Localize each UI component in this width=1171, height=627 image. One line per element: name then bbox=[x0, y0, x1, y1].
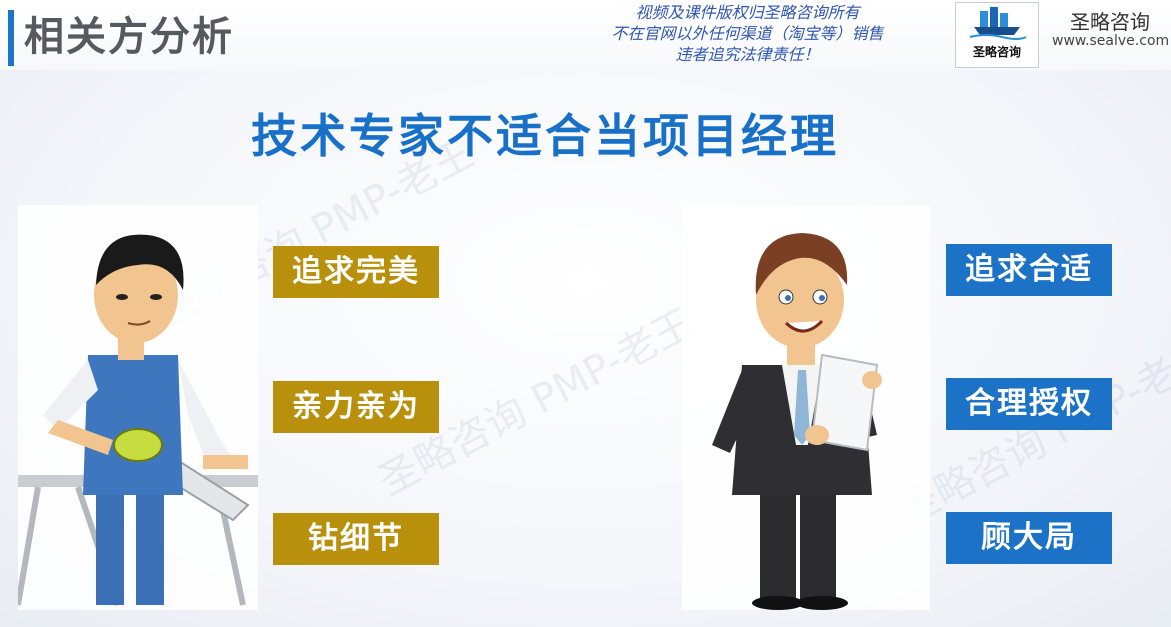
businessman-figure-icon bbox=[712, 233, 882, 610]
copyright-line-3: 违者追究法律责任！ bbox=[675, 45, 820, 64]
tag-pursue-perfection: 追求完美 bbox=[273, 246, 439, 298]
title-accent-bar bbox=[8, 10, 14, 66]
ship-logo-icon bbox=[969, 7, 1027, 40]
brand-name: 圣略咨询 bbox=[1070, 10, 1150, 34]
section-title: 相关方分析 bbox=[24, 14, 234, 60]
brand-url: www.sealve.com bbox=[1052, 33, 1170, 49]
logo-text: 圣略咨询 bbox=[972, 45, 1021, 59]
tag-big-picture: 顾大局 bbox=[946, 512, 1112, 564]
tag-reasonable-delegation: 合理授权 bbox=[946, 378, 1112, 430]
tag-focus-on-details: 钻细节 bbox=[273, 513, 439, 565]
copyright-line-2: 不在官网以外任何渠道（淘宝等）销售 bbox=[611, 24, 884, 43]
technical-expert-illustration bbox=[15, 205, 258, 610]
copyright-notice: 视频及课件版权归圣略咨询所有 不在官网以外任何渠道（淘宝等）销售 违者追究法律责… bbox=[575, 2, 920, 65]
tag-pursue-suitability: 追求合适 bbox=[946, 244, 1112, 296]
company-logo: 圣略咨询 bbox=[955, 2, 1039, 68]
tag-do-it-yourself: 亲力亲为 bbox=[273, 381, 439, 433]
project-manager-illustration bbox=[682, 205, 930, 610]
copyright-line-1: 视频及课件版权归圣略咨询所有 bbox=[635, 3, 860, 22]
header-bar: 相关方分析 视频及课件版权归圣略咨询所有 不在官网以外任何渠道（淘宝等）销售 违… bbox=[0, 0, 1171, 70]
headline: 技术专家不适合当项目经理 bbox=[251, 109, 839, 163]
carpenter-figure-icon bbox=[15, 234, 258, 606]
